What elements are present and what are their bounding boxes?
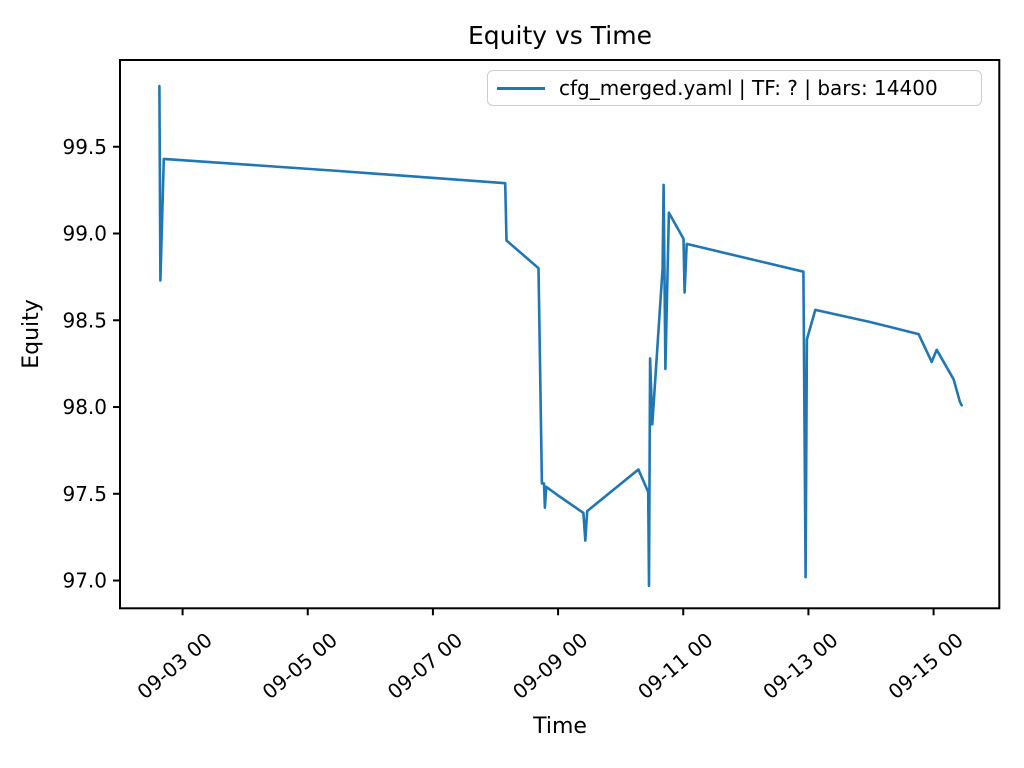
generated-chart-layer: 09-03 00 09-05 00 09-07 00 09-09 00 09-11 00…: [62, 59, 1001, 704]
y-tick-label: 97.5: [62, 482, 107, 506]
y-tick-label: 99.0: [62, 222, 107, 246]
y-tick-label: 98.5: [62, 308, 107, 332]
legend: cfg_merged.yaml | TF: ? | bars: 14400: [487, 70, 982, 106]
x-tick-label: 09-09 00: [508, 628, 592, 704]
y-tick-label: 98.0: [62, 395, 107, 419]
y-tick-label: 97.0: [62, 569, 107, 593]
y-axis-label: Equity: [19, 299, 44, 369]
chart-title: Equity vs Time: [468, 21, 652, 50]
x-tick-label: 09-11 00: [633, 628, 717, 704]
legend-label: cfg_merged.yaml | TF: ? | bars: 14400: [559, 76, 938, 100]
x-tick-label: 09-13 00: [758, 628, 842, 704]
y-tick-label: 99.5: [62, 135, 107, 159]
equity-line: [158, 84, 964, 588]
x-tick-label: 09-15 00: [883, 628, 967, 704]
plot-border: [119, 59, 1001, 610]
x-tick-label: 09-07 00: [383, 628, 467, 704]
x-tick-label: 09-03 00: [132, 628, 216, 704]
x-tick-label: 09-05 00: [258, 628, 342, 704]
legend-line-swatch: [497, 86, 545, 90]
x-axis-label: Time: [532, 714, 587, 739]
